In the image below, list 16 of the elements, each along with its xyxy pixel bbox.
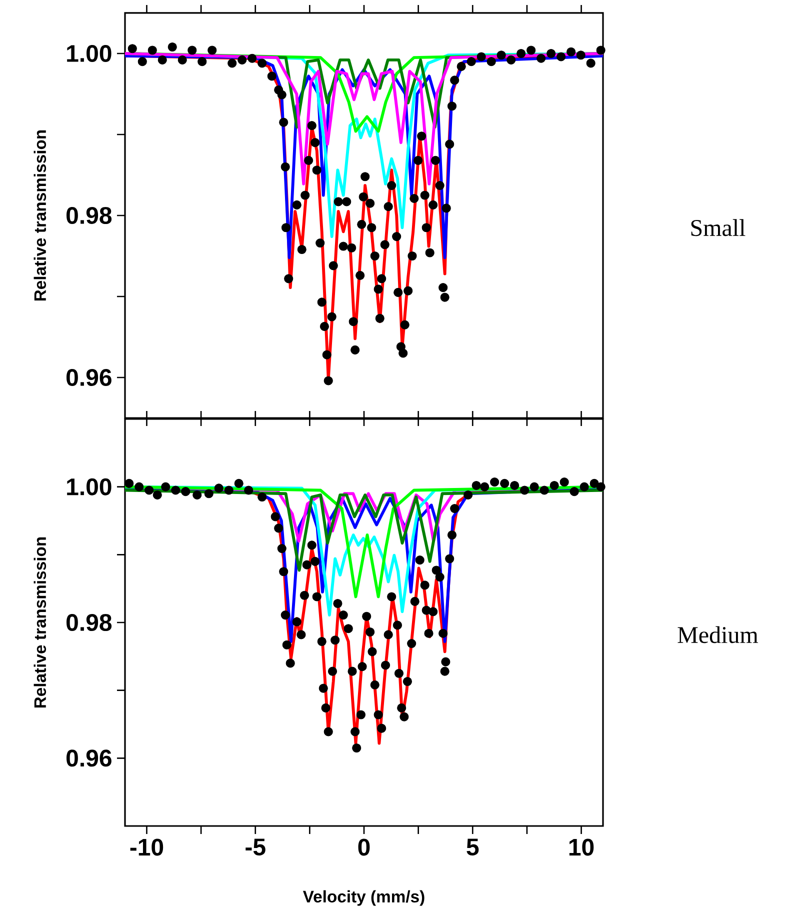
x-tick-label: -5: [246, 838, 266, 856]
x-axis-title: Velocity (mm/s): [302, 890, 424, 906]
y-tick-label: 0.96: [66, 368, 112, 386]
text: Medium: [678, 626, 758, 644]
x-tick-label: 0: [358, 838, 370, 856]
y-tick-label: 1.00: [67, 478, 112, 496]
text: Small: [691, 219, 746, 236]
y-tick-label: 0.96: [66, 750, 112, 767]
y-tick-label: 0.98: [66, 614, 112, 631]
y-tick-label: 1.00: [67, 44, 112, 62]
y-tick-label: 0.98: [66, 206, 112, 224]
x-tick-label: 10: [569, 838, 594, 856]
x-tick-label: -10: [130, 838, 164, 856]
x-tick-label: 5: [466, 838, 479, 856]
y-axis-title: Relative transmission: [34, 130, 46, 301]
y-axis-title: Relative transmission: [34, 537, 46, 708]
